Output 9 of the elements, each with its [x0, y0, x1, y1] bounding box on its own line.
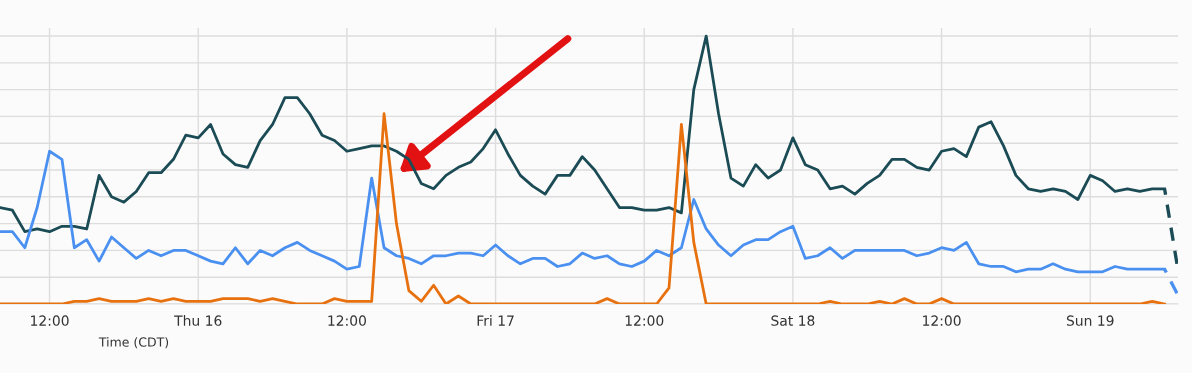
x-tick-label: 12:00: [923, 315, 961, 326]
x-tick-label: Sun 19: [1066, 315, 1114, 326]
x-tick-label: 12:00: [625, 315, 664, 326]
x-tick-label: Fri 17: [477, 315, 514, 326]
x-tick-label: Thu 16: [174, 315, 222, 326]
x-tick-label: 12:00: [31, 315, 69, 326]
x-tick-label: 12:00: [328, 315, 366, 326]
x-axis-title: Time (CDT): [98, 337, 169, 349]
x-tick-label: Sat 18: [771, 315, 815, 326]
